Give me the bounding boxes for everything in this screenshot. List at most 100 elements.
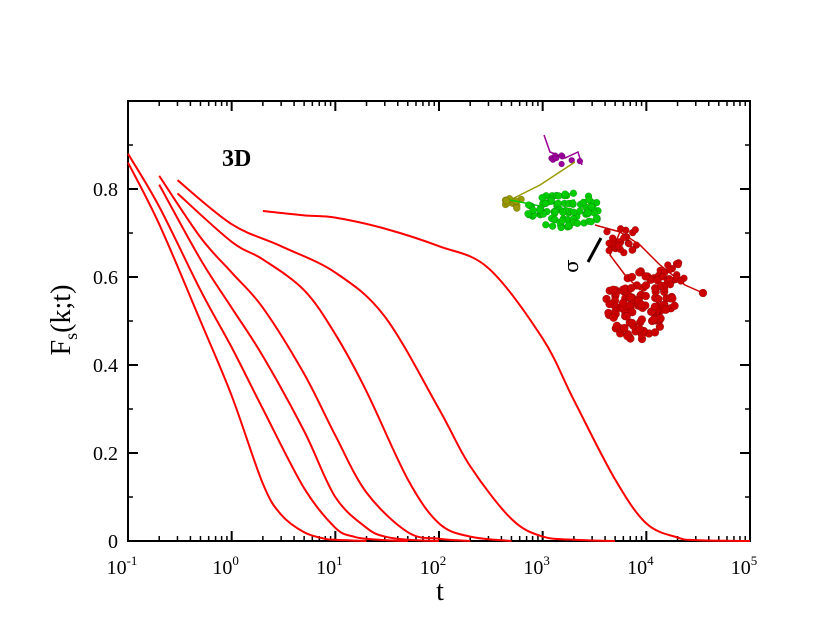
y-tick-label: 0.2 (93, 443, 118, 465)
bead-red (622, 226, 630, 235)
series-line-7 (262, 210, 751, 542)
y-label-main: F (46, 340, 77, 356)
y-tick-label: 0.8 (93, 179, 118, 201)
bead-olive (513, 204, 521, 212)
bead-red (649, 315, 658, 324)
x-tick-label: 103 (523, 553, 550, 579)
bead-red (665, 265, 674, 274)
bead-purple (558, 152, 565, 159)
bead-green (564, 221, 573, 230)
bead-red (635, 268, 644, 277)
bead-red (609, 313, 618, 322)
bead-red (627, 318, 637, 328)
bead-red (677, 277, 685, 285)
y-label-sub: s (61, 333, 81, 340)
bead-green (585, 195, 593, 204)
bead-green (559, 208, 567, 217)
bead-red (626, 292, 635, 302)
x-tick-label: 102 (420, 553, 447, 579)
bead-red (674, 260, 682, 269)
x-tick-label: 105 (731, 553, 758, 579)
bead-red (654, 294, 663, 304)
bead-red (618, 298, 628, 308)
bead-green (561, 190, 569, 198)
sigma-label: σ (559, 259, 583, 273)
bead-red (609, 285, 618, 294)
chain-segment-red (594, 224, 704, 294)
y-tick-label: 0.4 (93, 355, 118, 377)
bead-red (641, 291, 651, 301)
bead-green (573, 219, 582, 228)
bead-purple (553, 154, 560, 162)
chain-segment-purple (543, 134, 583, 166)
bead-red (615, 242, 623, 250)
bead-green (558, 216, 567, 225)
bead-green (584, 208, 592, 217)
svg-text:Fs(k;t): Fs(k;t) (46, 285, 81, 356)
bead-red (661, 305, 671, 315)
bead-green (548, 222, 557, 230)
bead-red (632, 241, 641, 249)
bead-red-end (698, 288, 708, 298)
x-tick-label: 10-1 (107, 553, 138, 579)
bead-red (631, 226, 640, 234)
bead-red (622, 312, 631, 321)
bead-red (637, 315, 647, 324)
y-axis-label: Fs(k;t) (46, 285, 81, 356)
series-line-2 (127, 153, 408, 542)
y-label-args: (k;t) (46, 285, 77, 333)
bead-red (635, 324, 644, 334)
x-tick-label: 100 (212, 553, 239, 579)
bead-red (605, 246, 613, 255)
bead-green (541, 199, 550, 208)
x-axis-label: t (436, 576, 444, 607)
bead-red (637, 300, 646, 309)
bead-red (625, 240, 633, 248)
bead-olive (502, 197, 511, 205)
bead-red (668, 294, 677, 303)
bead-green (524, 209, 532, 218)
series-line-5 (176, 192, 512, 542)
bead-red (665, 275, 674, 283)
bead-green (554, 199, 562, 208)
bead-red (650, 328, 660, 337)
bead-red (670, 301, 679, 311)
bead-purple (576, 157, 584, 165)
bead-green (542, 221, 550, 229)
series-line-4 (158, 175, 471, 542)
bead-red (627, 272, 637, 282)
bead-red (641, 281, 651, 290)
bead-green (569, 208, 578, 217)
annotation-3d: 3D (222, 146, 251, 172)
bead-green (551, 208, 560, 216)
bead-red (650, 302, 660, 311)
bead-red (603, 227, 611, 236)
bead-green (569, 189, 578, 198)
bead-red (608, 234, 617, 242)
tick-labels: 10-1 100 101 102 103 104 105 0 0.2 0.4 0.6 0.8 (93, 179, 757, 579)
chain-segment-olive (509, 161, 576, 201)
bead-red (623, 331, 632, 341)
inset-polymer-illustration (501, 134, 708, 344)
y-tick-label: 0.6 (93, 267, 118, 289)
x-tick-label: 101 (316, 553, 343, 579)
bead-red (612, 321, 622, 331)
bead-green (587, 202, 596, 211)
bead-green (524, 201, 533, 209)
bead-green (554, 192, 563, 200)
bead-red (628, 307, 637, 317)
series-lines (127, 153, 751, 542)
bead-green (569, 199, 577, 208)
bead-red (620, 323, 629, 333)
bead-red (641, 272, 650, 281)
y-tick-label: 0 (108, 531, 118, 553)
bead-red (620, 234, 628, 242)
bead-green (587, 217, 595, 226)
series-line-1 (127, 162, 367, 542)
bead-red (627, 283, 636, 293)
bead-red (605, 299, 614, 309)
series-line-3 (158, 184, 440, 542)
bead-purple (558, 160, 565, 168)
axis-ticks (127, 100, 751, 542)
